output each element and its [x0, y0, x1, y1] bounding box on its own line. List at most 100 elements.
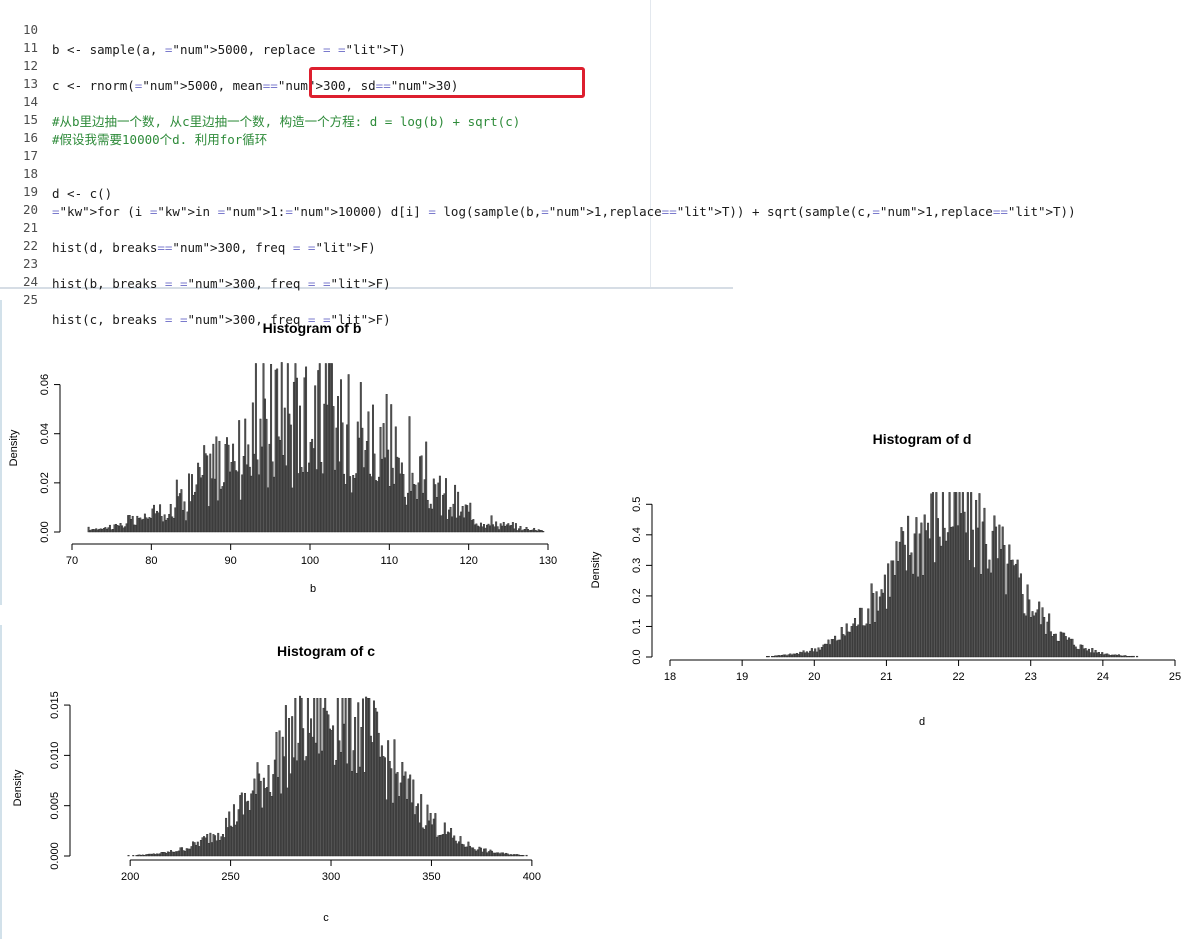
code-line[interactable]: 17: [0, 126, 38, 163]
y-tick-label: 0.000: [49, 842, 61, 870]
histogram-bar: [108, 524, 111, 533]
code-line[interactable]: 22: [0, 216, 38, 253]
code-line[interactable]: 14 #从b里边抽一个数, 从c里边抽一个数, 构造一个方程: d = log(…: [0, 72, 520, 129]
code-text[interactable]: c <- rnorm(="num">5000, mean=="num">300,…: [52, 78, 459, 93]
histogram-bar: [393, 739, 396, 857]
histogram-bar: [289, 424, 292, 533]
code-line[interactable]: 20: [0, 180, 38, 217]
histogram-bar: [1131, 655, 1134, 658]
histogram-bar: [1026, 584, 1029, 658]
histogram-bar: [965, 532, 968, 658]
code-line[interactable]: 21 hist(d, breaks=="num">300, freq = ="l…: [0, 198, 376, 255]
histogram-bar: [194, 491, 197, 533]
histogram-bar: [1054, 633, 1057, 658]
histogram-bar: [229, 825, 232, 857]
code-line[interactable]: 16: [0, 108, 38, 145]
histogram-bar: [232, 804, 235, 857]
histogram-bar: [174, 851, 177, 857]
histogram-bar: [408, 416, 411, 533]
histogram-bar: [941, 492, 944, 658]
histogram-bar: [391, 467, 394, 533]
y-tick-label: 0.02: [39, 472, 51, 493]
histogram-bar: [396, 456, 399, 533]
histogram-bar: [415, 806, 418, 857]
histogram-bar: [250, 793, 253, 857]
histogram-bar: [200, 477, 203, 533]
code-comment[interactable]: #假设我需要10000个d. 利用for循环: [52, 132, 268, 147]
histogram-bar: [349, 476, 352, 533]
histogram-bar: [461, 843, 464, 857]
histogram-bar: [998, 524, 1001, 658]
histogram-bar: [318, 363, 321, 533]
histogram-bar: [343, 473, 346, 533]
histogram-bar: [814, 648, 817, 658]
code-text[interactable]: b <- sample(a, ="num">5000, replace = ="…: [52, 42, 406, 57]
code-line[interactable]: 24: [0, 252, 38, 289]
code-text[interactable]: hist(d, breaks=="num">300, freq = ="lit"…: [52, 240, 376, 255]
code-comment[interactable]: #从b里边抽一个数, 从c里边抽一个数, 构造一个方程: d = log(b) …: [52, 114, 521, 129]
histogram-bar: [1041, 607, 1044, 658]
histogram-bar: [844, 635, 847, 658]
histogram-bar: [1124, 655, 1127, 658]
histogram-bar: [115, 523, 117, 533]
code-line[interactable]: 19 ="kw">for (i ="kw">in ="num">1:="num"…: [0, 162, 1076, 219]
histogram-bar: [973, 567, 976, 658]
code-line[interactable]: 23 hist(b, breaks = ="num">300, freq = =…: [0, 234, 391, 291]
histogram-bar: [1063, 632, 1066, 658]
histogram-bar: [267, 487, 270, 533]
histogram-bar: [165, 853, 168, 857]
histogram-bar: [420, 794, 423, 857]
code-line[interactable]: 15 #假设我需要10000个d. 利用for循环: [0, 90, 267, 147]
histogram-bar: [213, 478, 216, 533]
histogram-bar: [1069, 638, 1072, 658]
histogram-bar: [520, 855, 523, 857]
code-line[interactable]: 13: [0, 54, 38, 91]
code-line[interactable]: 10 b <- sample(a, ="num">5000, replace =…: [0, 0, 406, 57]
histogram-bar: [192, 841, 195, 857]
code-line[interactable]: 11: [0, 18, 38, 55]
code-text[interactable]: ="kw">for (i ="kw">in ="num">1:="num">10…: [52, 204, 1076, 219]
histogram-bar: [423, 828, 426, 857]
histogram-bar: [410, 490, 412, 533]
histogram-bar: [228, 811, 231, 857]
y-tick-label: 0.1: [631, 619, 643, 634]
histogram-bar: [465, 846, 468, 857]
histogram-bar: [807, 652, 810, 658]
histogram-bar: [824, 643, 827, 658]
histogram-bar: [880, 589, 883, 658]
histogram-bar: [970, 492, 973, 658]
histogram-bar: [183, 501, 186, 533]
histogram-bar: [417, 482, 420, 533]
histogram-bar: [300, 698, 303, 857]
code-line[interactable]: 18 d <- c(): [0, 144, 112, 201]
histogram-bar: [946, 532, 949, 658]
histogram-bar: [354, 717, 357, 857]
histogram-bar: [877, 610, 880, 658]
code-text[interactable]: hist(c, breaks = ="num">300, freq = ="li…: [52, 312, 391, 327]
y-tick-label: 0.0: [631, 649, 643, 664]
code-line[interactable]: 12 c <- rnorm(="num">5000, mean=="num">3…: [0, 36, 459, 93]
histogram-bar: [1097, 652, 1100, 658]
code-text[interactable]: hist(b, breaks = ="num">300, freq = ="li…: [52, 276, 391, 291]
histogram-bar: [359, 382, 362, 533]
histogram-bar: [302, 472, 304, 533]
histogram-bar: [1102, 654, 1105, 658]
code-line[interactable]: 25 hist(c, breaks = ="num">300, freq = =…: [0, 270, 391, 327]
histogram-bar: [1036, 609, 1039, 658]
histogram-bar: [326, 404, 329, 533]
histogram-bar: [157, 512, 160, 533]
y-axis: 0.0 0.1 0.2 0.3 0.4 0.5: [631, 497, 653, 665]
histogram-bar: [426, 804, 429, 857]
histogram-bar: [140, 519, 143, 533]
code-text[interactable]: d <- c(): [52, 186, 113, 201]
histogram-bar: [411, 472, 414, 533]
histogram-bar: [247, 444, 250, 533]
histogram-bar: [494, 852, 497, 857]
histogram-bar: [309, 442, 312, 533]
histogram-bar: [1114, 654, 1117, 658]
histogram-bar: [1009, 560, 1013, 658]
histogram-bar: [165, 519, 168, 533]
histogram-bar: [311, 736, 314, 857]
histogram-bar: [442, 834, 445, 857]
code-editor[interactable]: 10 b <- sample(a, ="num">5000, replace =…: [0, 0, 1076, 327]
